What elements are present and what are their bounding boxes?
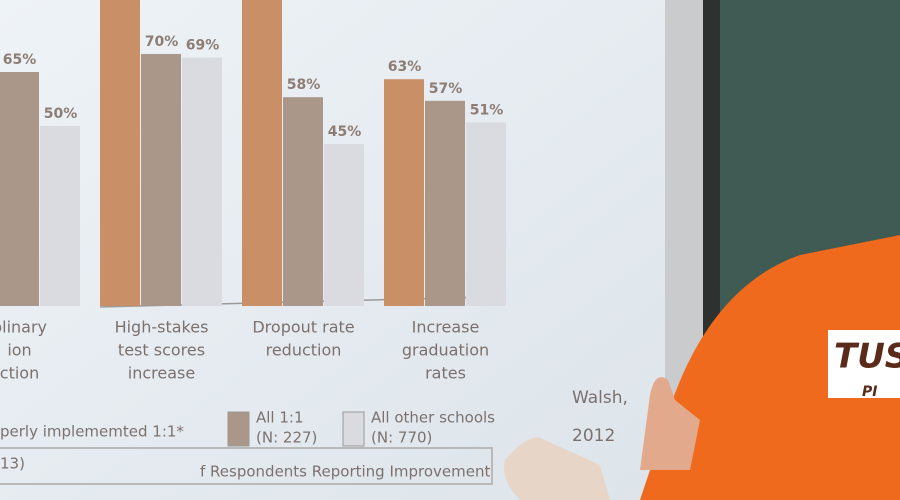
x-tick-label: rates <box>425 364 466 383</box>
x-tick-label: ction <box>0 364 39 383</box>
x-tick-label: ion <box>7 341 31 360</box>
x-tick-label: reduction <box>266 341 342 360</box>
citation: 2012 <box>572 426 615 446</box>
bar <box>40 126 80 306</box>
bar <box>466 122 506 307</box>
bar <box>425 100 465 306</box>
hand <box>640 377 700 470</box>
footer: f Respondents Reporting Improvement <box>200 463 490 481</box>
sweatshirt-text: TUS <box>834 337 900 377</box>
x-tick-label: increase <box>128 364 195 383</box>
bar <box>0 72 39 306</box>
value-label: 65% <box>3 52 37 68</box>
legend-swatch <box>342 411 365 447</box>
bar <box>324 144 364 306</box>
legend-label: (N: 227) <box>256 429 317 447</box>
value-label: 70% <box>145 34 179 50</box>
bar <box>100 0 140 306</box>
chart: 65% 50% plinary ion ction 70% 69% High-stakes te… <box>0 0 506 473</box>
value-label: 69% <box>186 38 220 54</box>
x-tick-label: High-stakes <box>115 318 209 337</box>
legend-label: All 1:1 <box>256 409 304 427</box>
legend-label: 13) <box>0 455 25 473</box>
sweatshirt <box>640 235 900 500</box>
value-label: 45% <box>328 124 362 140</box>
legend-label: (N: 770) <box>371 429 432 447</box>
legend-label: All other schools <box>371 409 495 427</box>
citation: Walsh, <box>572 388 628 408</box>
value-label: 58% <box>287 77 321 93</box>
value-label: 63% <box>388 59 422 75</box>
footer-box <box>0 447 493 485</box>
x-tick-label: plinary <box>0 318 47 337</box>
hand-shadow <box>504 437 610 500</box>
bar <box>242 0 282 306</box>
value-label: 51% <box>470 102 504 118</box>
value-label: 57% <box>429 81 463 97</box>
bar <box>141 54 181 306</box>
sweatshirt-subtext: PI <box>862 384 877 400</box>
x-tick-label: Dropout rate <box>252 318 354 337</box>
value-label: 50% <box>44 106 78 122</box>
x-tick-label: graduation <box>402 341 489 360</box>
bar <box>283 97 323 306</box>
legend-label: perly implememted 1:1* <box>0 423 184 441</box>
x-tick-label: test scores <box>118 341 205 360</box>
x-tick-label: Increase <box>412 318 480 337</box>
legend-swatch <box>227 411 250 447</box>
bar <box>182 57 222 306</box>
logo-patch <box>828 330 900 398</box>
bar <box>384 79 424 306</box>
